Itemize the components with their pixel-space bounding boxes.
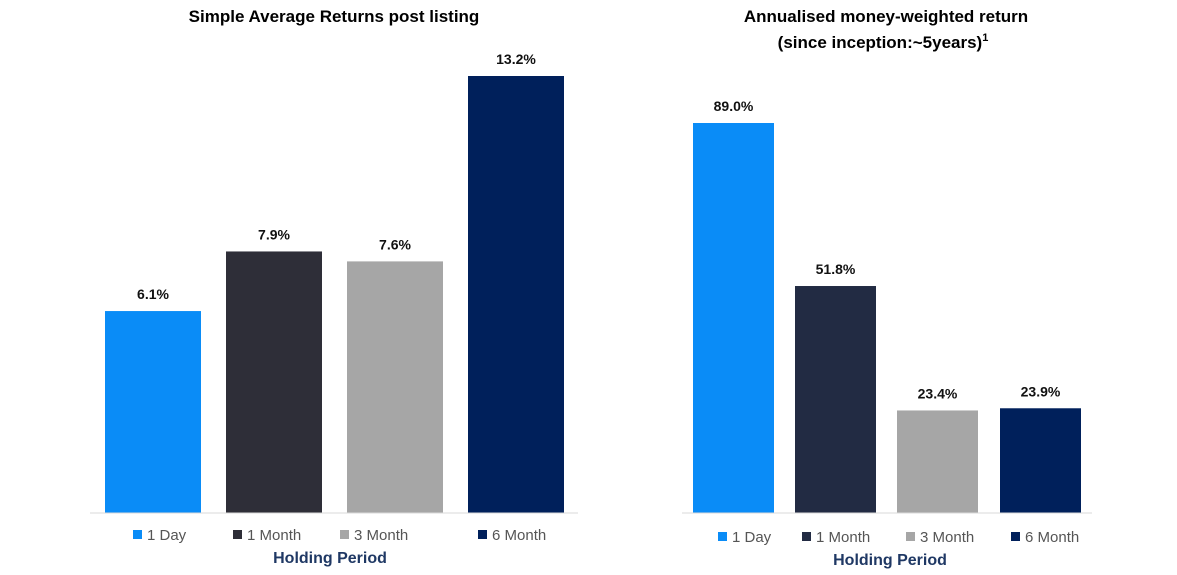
- chart-1-legend-swatch-6-month: [478, 530, 487, 539]
- chart-1-legend-label-1-day: 1 Day: [147, 527, 187, 544]
- chart-1-data-label-1-month: 7.9%: [258, 226, 290, 242]
- chart-2-legend-swatch-6-month: [1011, 532, 1020, 541]
- chart-1-data-label-6-month: 13.2%: [496, 51, 536, 67]
- chart-2-bar-1-month: [795, 286, 876, 513]
- chart-2-bar-6-month: [1000, 408, 1081, 513]
- chart-2-data-label-1-month: 51.8%: [816, 261, 856, 277]
- chart-2-legend-label-6-month: 6 Month: [1025, 529, 1079, 546]
- chart-1-bars: 6.1% 7.9% 7.6% 13.2%: [105, 51, 564, 513]
- chart-1-x-axis-label: Holding Period: [273, 550, 387, 567]
- chart-1-legend-label-1-month: 1 Month: [247, 527, 301, 544]
- chart-1-bar-1-month: [226, 251, 322, 513]
- chart-2-subtitle-text: (since inception:~5years): [778, 33, 983, 52]
- chart-2-bar-3-month: [897, 410, 978, 513]
- chart-2-footnote-marker: 1: [982, 32, 988, 44]
- chart-1-bar-1-day: [105, 311, 201, 513]
- chart-1-data-label-3-month: 7.6%: [379, 236, 411, 252]
- chart-1-legend-label-6-month: 6 Month: [492, 527, 546, 544]
- chart-2-data-label-3-month: 23.4%: [918, 385, 958, 401]
- chart-2-data-label-1-day: 89.0%: [714, 98, 754, 114]
- chart-1-data-label-1-day: 6.1%: [137, 286, 169, 302]
- chart-1-bar-3-month: [347, 261, 443, 513]
- chart-2-x-axis-label: Holding Period: [833, 552, 947, 569]
- chart-1-title: Simple Average Returns post listing: [189, 7, 480, 26]
- chart-1-legend: 1 Day 1 Month 3 Month 6 Month: [133, 527, 546, 544]
- chart-1-bar-6-month: [468, 76, 564, 513]
- chart-2-bar-1-day: [693, 123, 774, 513]
- chart-1-legend-label-3-month: 3 Month: [354, 527, 408, 544]
- chart-2-bars: 89.0% 51.8% 23.4% 23.9%: [693, 98, 1081, 513]
- chart-simple-average-returns: Simple Average Returns post listing 6.1%…: [90, 7, 578, 567]
- chart-2-legend-label-1-day: 1 Day: [732, 529, 772, 546]
- chart-2-data-label-6-month: 23.9%: [1021, 383, 1061, 399]
- chart-2-legend-swatch-1-month: [802, 532, 811, 541]
- chart-2-legend: 1 Day 1 Month 3 Month 6 Month: [718, 529, 1079, 546]
- chart-1-legend-swatch-3-month: [340, 530, 349, 539]
- chart-1-legend-swatch-1-month: [233, 530, 242, 539]
- chart-2-legend-swatch-1-day: [718, 532, 727, 541]
- chart-2-legend-label-1-month: 1 Month: [816, 529, 870, 546]
- chart-annualised-money-weighted-return: Annualised money-weighted return (since …: [682, 7, 1092, 569]
- chart-2-subtitle: (since inception:~5years)1: [778, 32, 989, 52]
- chart-2-legend-label-3-month: 3 Month: [920, 529, 974, 546]
- chart-1-legend-swatch-1-day: [133, 530, 142, 539]
- chart-2-title: Annualised money-weighted return: [744, 7, 1028, 26]
- chart-2-legend-swatch-3-month: [906, 532, 915, 541]
